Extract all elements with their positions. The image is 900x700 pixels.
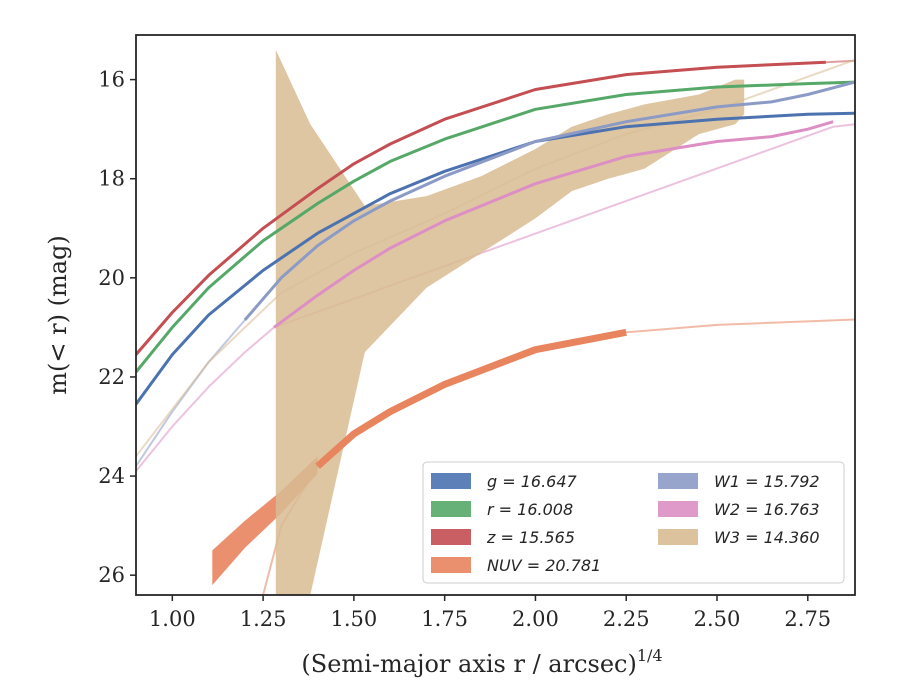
series-w2-line bbox=[273, 120, 834, 329]
legend-frame bbox=[422, 461, 845, 584]
legend: g = 16.647 r = 16.008 z = 15.565 NUV = 20.7… bbox=[422, 461, 845, 584]
x-tick-label: 2.50 bbox=[694, 607, 741, 631]
legend-label-r: r = 16.008 bbox=[487, 500, 573, 519]
legend-swatch-w1 bbox=[658, 473, 698, 489]
legend-swatch-w3 bbox=[658, 529, 698, 545]
x-tick-label: 2.25 bbox=[603, 607, 650, 631]
legend-label-w3: W3 = 14.360 bbox=[714, 528, 820, 547]
series-z-line bbox=[136, 60, 826, 356]
y-tick-label: 18 bbox=[98, 167, 125, 191]
x-tick-label: 1.00 bbox=[149, 607, 196, 631]
series-g-line bbox=[136, 111, 855, 406]
x-tick-label: 2.75 bbox=[784, 607, 831, 631]
y-axis: 16 18 20 22 24 26 bbox=[98, 68, 136, 587]
legend-label-nuv: NUV = 20.781 bbox=[487, 556, 601, 575]
x-axis-label: (Semi-major axis r / arcsec)1/4 bbox=[301, 646, 662, 678]
series-w2-extrapolation bbox=[136, 123, 855, 472]
series-w1-line bbox=[243, 80, 855, 321]
y-tick-label: 22 bbox=[98, 365, 125, 389]
series-curves bbox=[136, 60, 855, 469]
legend-swatch-g bbox=[431, 473, 471, 489]
x-axis-label-exponent: 1/4 bbox=[637, 646, 663, 665]
series-r-line bbox=[136, 80, 855, 373]
y-tick-label: 20 bbox=[98, 266, 125, 290]
x-tick-label: 1.25 bbox=[240, 607, 287, 631]
x-tick-label: 1.75 bbox=[421, 607, 468, 631]
uncertainty-bands bbox=[212, 49, 745, 595]
x-tick-label: 2.00 bbox=[512, 607, 559, 631]
y-tick-label: 26 bbox=[98, 563, 125, 587]
legend-label-w2: W2 = 16.763 bbox=[714, 500, 820, 519]
legend-label-w1: W1 = 15.792 bbox=[714, 472, 820, 491]
legend-swatch-r bbox=[431, 501, 471, 517]
x-axis: 1.00 1.25 1.50 1.75 2.00 2.25 2.50 2.75 bbox=[149, 595, 831, 631]
y-tick-label: 24 bbox=[98, 464, 125, 488]
x-tick-label: 1.50 bbox=[330, 607, 377, 631]
series-nuv-line bbox=[315, 328, 627, 469]
legend-label-z: z = 15.565 bbox=[486, 528, 575, 547]
plot-frame bbox=[135, 34, 856, 596]
legend-swatch-z bbox=[431, 529, 471, 545]
y-tick-label: 16 bbox=[98, 68, 125, 92]
legend-swatch-w2 bbox=[658, 501, 698, 517]
y-axis-label: m(< r) (mag) bbox=[44, 235, 72, 394]
legend-swatch-nuv bbox=[431, 557, 471, 573]
legend-label-g: g = 16.647 bbox=[487, 472, 578, 491]
series-w3-band bbox=[275, 49, 745, 595]
